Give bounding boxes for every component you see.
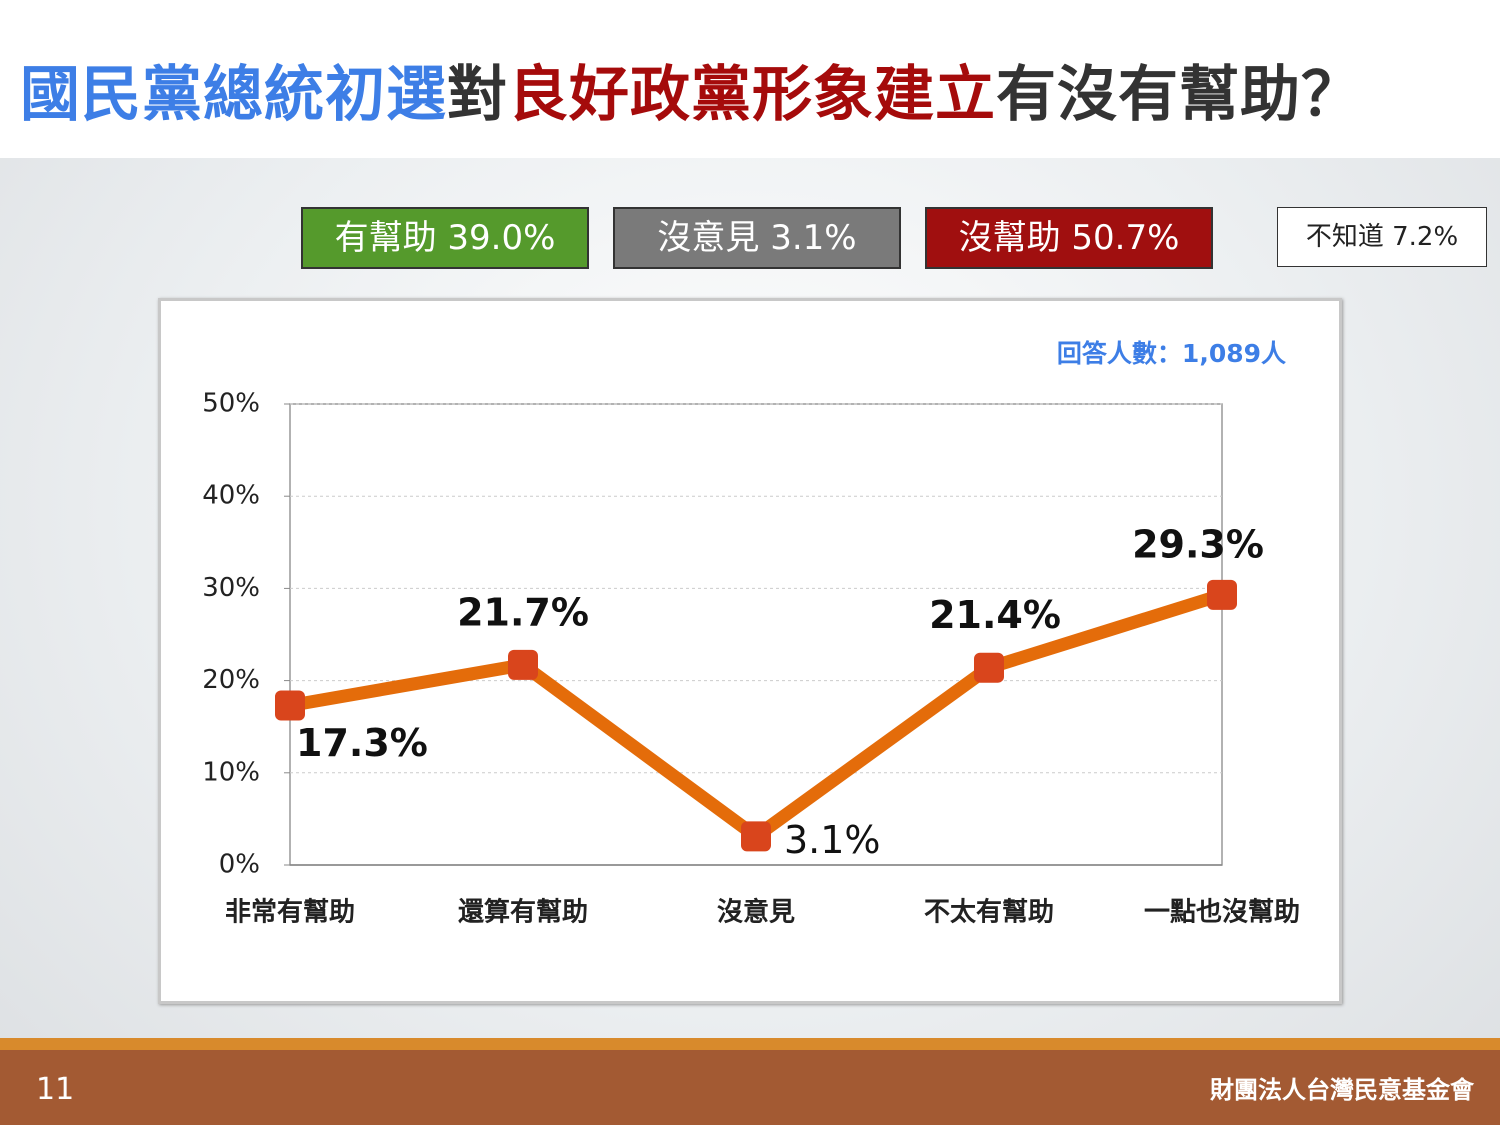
marker	[1207, 579, 1237, 610]
title-bar: 國民黨總統初選對良好政黨形象建立有沒有幫助？	[0, 0, 1500, 158]
marker	[741, 821, 771, 852]
chart-frame	[158, 298, 1342, 1004]
data-label: 3.1%	[784, 818, 881, 862]
y-tick-label: 20%	[202, 665, 260, 695]
summary-box: 沒幫助 50.7%	[925, 207, 1213, 269]
x-tick-label: 非常有幫助	[225, 898, 355, 928]
y-tick-label: 0%	[219, 850, 260, 880]
y-tick-label: 10%	[202, 757, 260, 787]
x-tick-label: 沒意見	[717, 897, 795, 928]
title-part: 良好政黨形象建立	[508, 60, 996, 130]
y-tick-label: 50%	[202, 389, 260, 419]
marker	[974, 652, 1004, 683]
marker	[508, 649, 538, 680]
data-label: 21.7%	[457, 590, 589, 634]
data-label: 29.3%	[1132, 522, 1264, 566]
organization: 財團法人台灣民意基金會	[1210, 1076, 1474, 1104]
summary-box: 有幫助 39.0%	[301, 207, 589, 269]
y-tick-label: 40%	[202, 481, 260, 511]
footer: 11 財團法人台灣民意基金會	[0, 1050, 1500, 1125]
y-tick-label: 30%	[202, 573, 260, 603]
x-tick-label: 不太有幫助	[924, 898, 1054, 928]
footer-stripe	[0, 1038, 1500, 1050]
summary-box: 沒意見 3.1%	[613, 207, 901, 269]
annotation: 回答人數：1,089人	[1057, 339, 1286, 368]
title-part: 對	[447, 60, 508, 130]
line	[288, 588, 1224, 843]
data-label: 21.4%	[929, 593, 1061, 637]
x-tick-label: 還算有幫助	[458, 897, 588, 928]
page-number: 11	[36, 1072, 75, 1107]
x-tick-label: 一點也沒幫助	[1144, 898, 1300, 928]
data-label: 17.3%	[296, 721, 428, 765]
marker	[275, 690, 305, 721]
title-part: 有沒有幫助？	[996, 60, 1362, 130]
title-part: 國民黨總統初選	[20, 60, 447, 130]
summary-box: 不知道 7.2%	[1277, 207, 1487, 267]
title: 國民黨總統初選對良好政黨形象建立有沒有幫助？	[20, 46, 1362, 133]
